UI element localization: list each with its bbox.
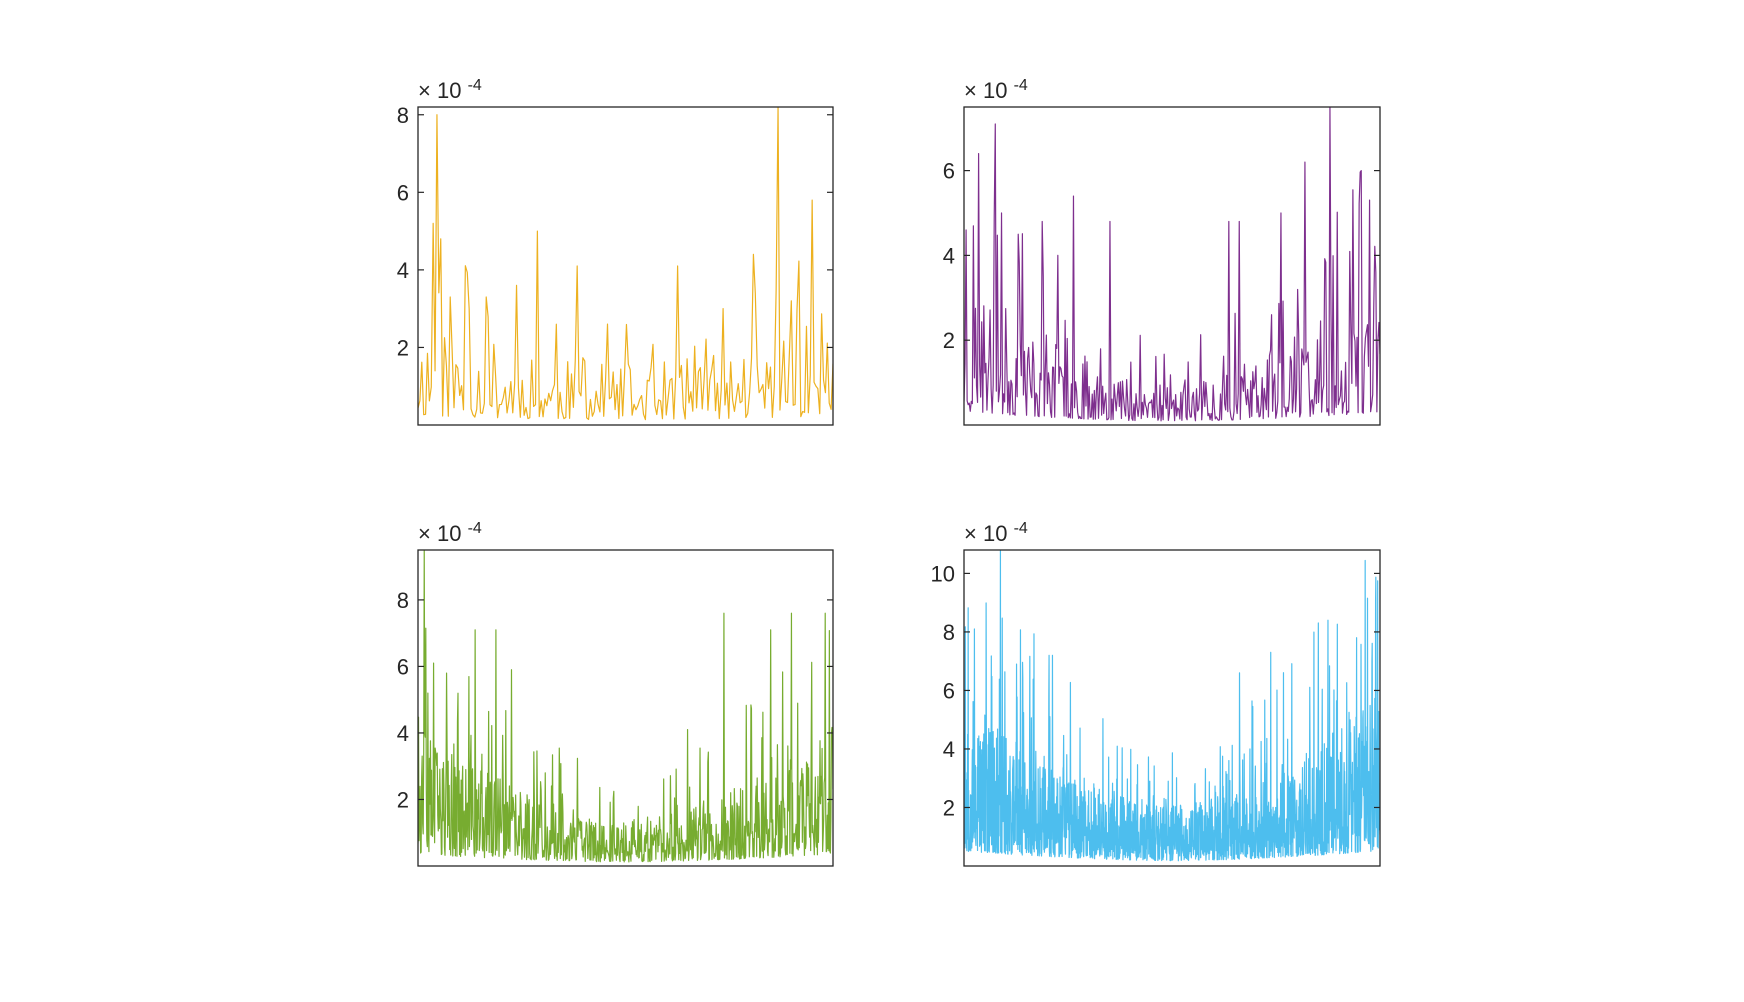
y-tick-label: 8: [943, 620, 955, 645]
y-tick-label: 6: [397, 180, 409, 205]
axes-frame: [963, 106, 1381, 426]
subplot-top-right: × 10 -4 2 4 6: [943, 77, 1381, 426]
series-line: [964, 550, 1380, 862]
y-tick-label: 6: [397, 654, 409, 679]
subplot-top-left: × 10 -4 2 4 6 8: [397, 77, 834, 426]
exponent-label-bottom-left: × 10 -4: [418, 520, 482, 546]
y-tick-label: 2: [943, 328, 955, 353]
y-tick-label: 2: [943, 795, 955, 820]
exponent-label-bottom-right: × 10 -4: [964, 520, 1028, 546]
y-tick-label: 8: [397, 103, 409, 128]
y-tick-label: 6: [943, 678, 955, 703]
y-tick-label: 2: [397, 787, 409, 812]
axes-frame: [417, 106, 834, 426]
exponent-label-top-right: × 10 -4: [964, 77, 1028, 103]
y-tick-label: 10: [931, 561, 955, 586]
series-line: [418, 107, 833, 421]
y-tick-label: 4: [943, 737, 955, 762]
subplot-bottom-right: × 10 -4 2 4 6 8 10: [931, 520, 1381, 867]
y-tick-label: 2: [397, 335, 409, 360]
y-tick-label: 8: [397, 588, 409, 613]
axes-frame: [417, 549, 834, 867]
axes-frame: [963, 549, 1381, 867]
exponent-label-top-left: × 10 -4: [418, 77, 482, 103]
series-line: [964, 107, 1380, 422]
y-tick-label: 6: [943, 159, 955, 184]
subplot-bottom-left: × 10 -4 2 4 6 8: [397, 520, 834, 867]
y-tick-label: 4: [397, 258, 409, 283]
series-line: [418, 550, 833, 863]
y-tick-label: 4: [397, 721, 409, 746]
y-tick-label: 4: [943, 243, 955, 268]
